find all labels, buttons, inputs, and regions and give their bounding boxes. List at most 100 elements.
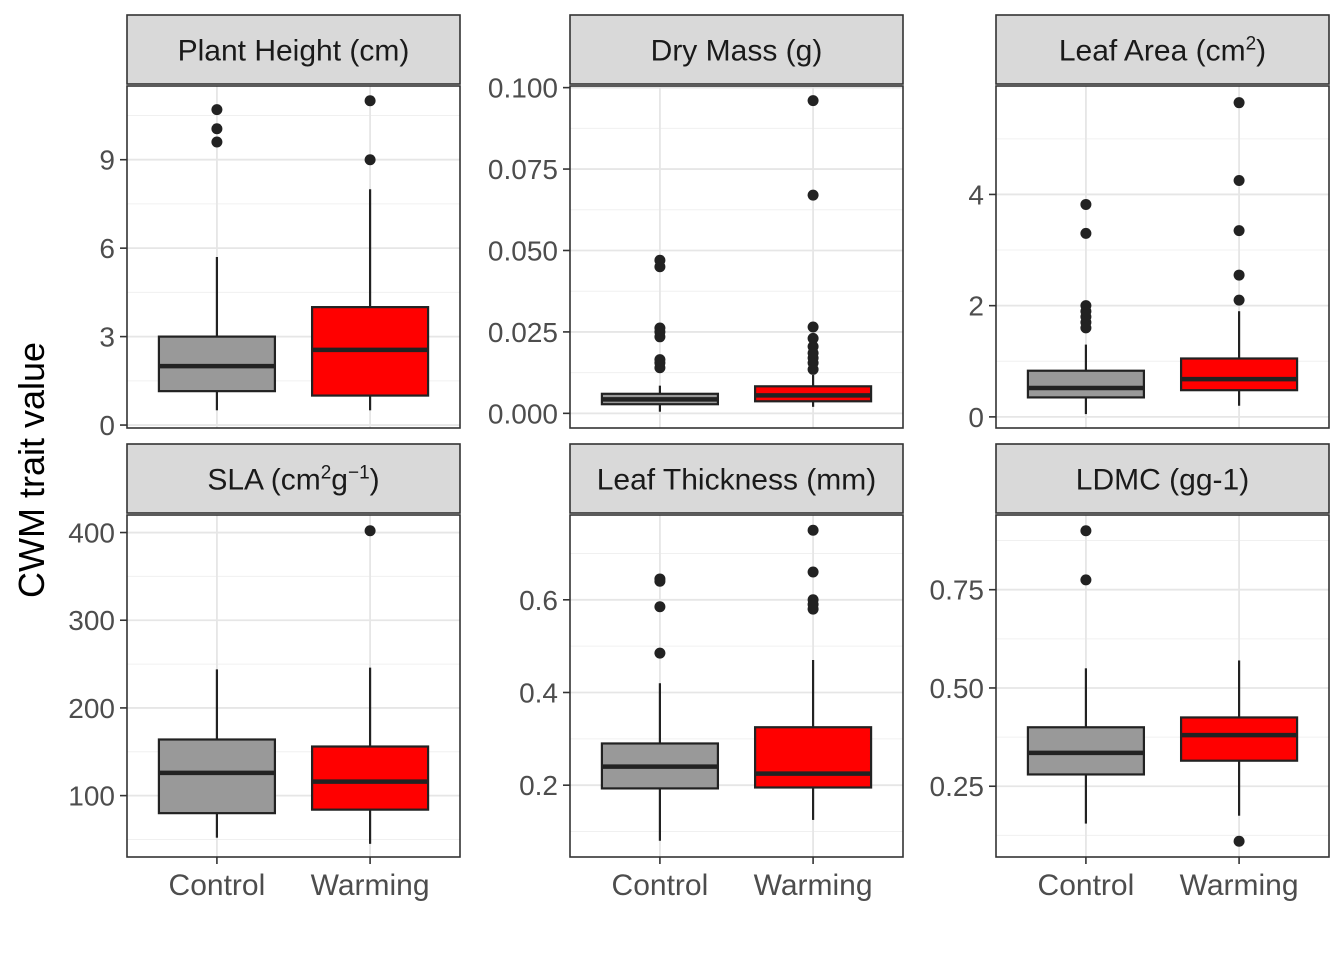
- outlier-point: [1080, 525, 1092, 537]
- y-tick-label: 0.075: [488, 154, 558, 185]
- strip-label-unit-sup: −1: [348, 463, 370, 484]
- facet-strip: [126, 14, 461, 85]
- strip-label-main: Leaf Area: [1059, 35, 1188, 68]
- y-tick-label: 0.050: [488, 235, 558, 266]
- y-tick-label: 0.025: [488, 317, 558, 348]
- strip-label-paren: (: [1161, 464, 1179, 497]
- facet-strip: [569, 14, 904, 85]
- outlier-point: [807, 95, 819, 107]
- y-tick-label: 300: [68, 605, 115, 636]
- outlier-point: [807, 594, 819, 606]
- y-tick-label: 0.2: [519, 770, 558, 801]
- box-warming: [1179, 716, 1299, 762]
- y-tick-label: 4: [968, 179, 984, 210]
- panel-background: [570, 86, 903, 428]
- outlier-point: [1233, 175, 1245, 187]
- panel-border: [126, 85, 461, 429]
- outlier-point: [1080, 574, 1092, 586]
- panel-border: [126, 514, 461, 858]
- strip-label-paren: ): [1256, 35, 1266, 68]
- strip-label-unit: cm: [1206, 35, 1246, 68]
- y-axis-title: CWM trait value: [11, 342, 52, 598]
- y-tick-label: 0: [99, 410, 115, 441]
- facet-strip-label: Plant Height (cm): [178, 35, 410, 68]
- outlier-point: [807, 566, 819, 578]
- strip-label-paren: ): [866, 464, 876, 497]
- facet-strip: [126, 443, 461, 514]
- x-tick-label: Control: [1038, 869, 1135, 902]
- y-tick-label: 200: [68, 693, 115, 724]
- y-tick-label: 6: [99, 233, 115, 264]
- facet-panel: Leaf Thickness (mm) 0.2 0.4 0.6 Control Warmi…: [519, 443, 904, 902]
- panel-border: [995, 514, 1330, 858]
- y-tick-label: 100: [68, 781, 115, 812]
- outlier-point: [364, 525, 376, 537]
- outlier-point: [807, 524, 819, 536]
- facet-strip-label: Dry Mass (g): [651, 35, 823, 68]
- outlier-point: [1080, 198, 1092, 210]
- outlier-point: [211, 123, 223, 135]
- facet-panel: Plant Height (cm) 0 3 6 9: [99, 14, 461, 441]
- outlier-point: [654, 601, 666, 613]
- strip-label-unit-sup: 2: [1246, 34, 1257, 55]
- strip-label-unit: mm: [816, 464, 866, 497]
- outlier-point: [1233, 294, 1245, 306]
- box-warming: [753, 726, 873, 789]
- strip-label-paren: (: [798, 464, 816, 497]
- strip-label-unit-sup: 2: [321, 463, 332, 484]
- strip-label-paren: ): [370, 464, 380, 497]
- outlier-point: [1233, 225, 1245, 237]
- facet-panel: Leaf Area (cm2)024: [968, 14, 1330, 433]
- y-tick-label: 9: [99, 145, 115, 176]
- facet-strip: [569, 443, 904, 514]
- outlier-point: [1080, 227, 1092, 239]
- y-tick-label: 0.6: [519, 585, 558, 616]
- outlier-point: [211, 136, 223, 148]
- strip-label-paren: (: [262, 464, 280, 497]
- x-tick-label: Control: [169, 869, 266, 902]
- box-control: [1026, 369, 1146, 399]
- strip-label-unit: cm: [359, 35, 399, 68]
- x-tick-label: Warming: [754, 869, 873, 902]
- y-tick-label: 0.75: [930, 575, 985, 606]
- y-tick-label: 3: [99, 322, 115, 353]
- panel-border: [569, 85, 904, 429]
- outlier-point: [211, 104, 223, 116]
- y-tick-label: 0.000: [488, 398, 558, 429]
- strip-label-main: SLA: [207, 464, 264, 497]
- facet-panel: LDMC (gg-1) 0.25 0.50 0.75 Control Warming: [930, 443, 1330, 902]
- strip-label-unit-part: cm: [281, 464, 321, 497]
- outlier-point: [654, 254, 666, 266]
- strip-label-paren: (: [1187, 35, 1205, 68]
- facet-strip-label: SLA (cm2g−1): [207, 463, 379, 497]
- outlier-point: [1080, 300, 1092, 312]
- strip-label-main: Leaf Thickness: [597, 464, 798, 497]
- x-tick-label: Warming: [311, 869, 430, 902]
- strip-label-paren: (: [341, 35, 359, 68]
- y-tick-label: 2: [968, 291, 984, 322]
- outlier-point: [364, 154, 376, 166]
- strip-label-paren: ): [1239, 464, 1249, 497]
- strip-label-main: LDMC: [1076, 464, 1161, 497]
- outlier-point: [807, 189, 819, 201]
- y-tick-label: 0.100: [488, 73, 558, 104]
- outlier-point: [807, 341, 819, 353]
- x-tick-label: Control: [612, 869, 709, 902]
- y-tick-label: 0: [968, 402, 984, 433]
- box-warming: [1179, 357, 1299, 392]
- facet-strip: [995, 14, 1330, 85]
- y-tick-label: 0.50: [930, 673, 985, 704]
- outlier-point: [1233, 835, 1245, 847]
- outlier-point: [654, 647, 666, 659]
- panel-border: [569, 514, 904, 858]
- panel-background: [570, 515, 903, 857]
- strip-label-main: Dry Mass: [651, 35, 778, 68]
- strip-label-paren: (: [777, 35, 795, 68]
- strip-label-paren: ): [812, 35, 822, 68]
- facet-panel: Dry Mass (g) 0.000 0.025 0.050 0.075 0.100: [488, 14, 904, 429]
- facet-panels: Plant Height (cm) 0 3 6 9 Dry Mass (g) 0.000 0.…: [68, 14, 1330, 902]
- strip-label-unit: gg-1: [1179, 464, 1239, 497]
- y-tick-label: 0.25: [930, 771, 985, 802]
- outlier-point: [364, 95, 376, 107]
